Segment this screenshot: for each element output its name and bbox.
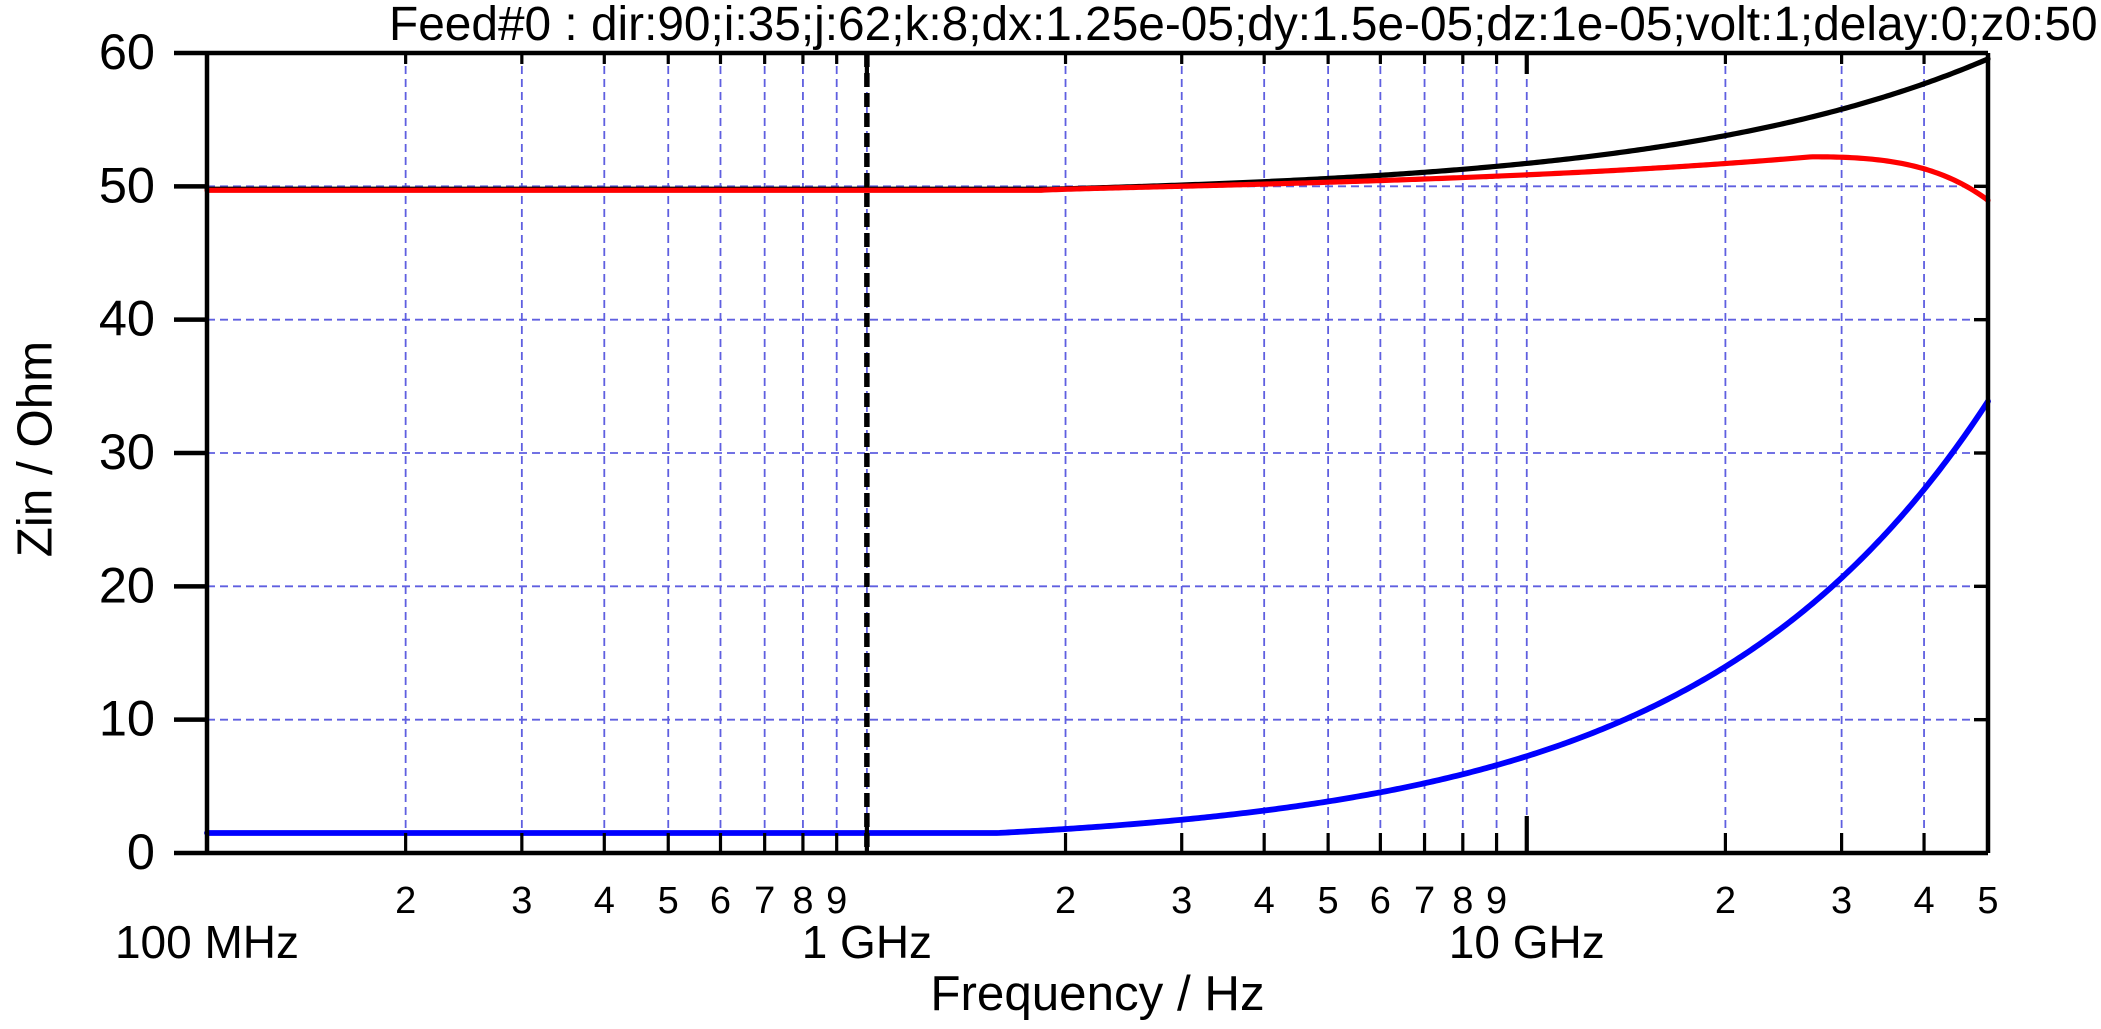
svg-text:40: 40	[99, 290, 155, 347]
svg-text:50: 50	[99, 156, 155, 213]
svg-text:7: 7	[754, 880, 775, 922]
svg-text:5: 5	[1977, 880, 1998, 922]
svg-text:9: 9	[826, 880, 847, 922]
svg-text:8: 8	[1452, 880, 1473, 922]
svg-text:Zin / Ohm: Zin / Ohm	[8, 341, 63, 557]
svg-text:8: 8	[792, 880, 813, 922]
svg-text:3: 3	[1171, 880, 1192, 922]
svg-text:6: 6	[710, 880, 731, 922]
svg-text:3: 3	[1831, 880, 1852, 922]
svg-text:6: 6	[1370, 880, 1391, 922]
svg-text:1 GHz: 1 GHz	[802, 916, 932, 968]
svg-text:7: 7	[1414, 880, 1435, 922]
svg-text:5: 5	[658, 880, 679, 922]
svg-text:4: 4	[1913, 880, 1934, 922]
svg-text:60: 60	[99, 23, 155, 80]
svg-text:4: 4	[1254, 880, 1275, 922]
svg-text:3: 3	[511, 880, 532, 922]
svg-text:Feed#0 : dir:90;i:35;j:62;k:8;: Feed#0 : dir:90;i:35;j:62;k:8;dx:1.25e-0…	[389, 0, 2098, 51]
svg-text:2: 2	[1055, 880, 1076, 922]
svg-text:0: 0	[127, 823, 155, 880]
svg-text:30: 30	[99, 423, 155, 480]
svg-text:5: 5	[1318, 880, 1339, 922]
svg-text:9: 9	[1486, 880, 1507, 922]
svg-text:10: 10	[99, 690, 155, 747]
svg-text:2: 2	[395, 880, 416, 922]
svg-text:4: 4	[594, 880, 615, 922]
svg-text:10 GHz: 10 GHz	[1449, 916, 1605, 968]
svg-text:2: 2	[1715, 880, 1736, 922]
svg-text:100 MHz: 100 MHz	[115, 916, 299, 968]
svg-text:Frequency / Hz: Frequency / Hz	[930, 966, 1264, 1021]
svg-text:20: 20	[99, 556, 155, 613]
